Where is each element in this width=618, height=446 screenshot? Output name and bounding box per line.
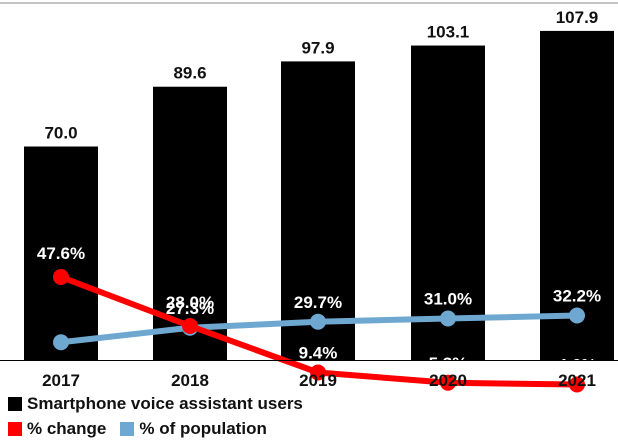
legend-row-bars: Smartphone voice assistant users: [8, 394, 303, 414]
x-tick-2020: 2020: [429, 371, 467, 390]
lines-group: 21.5% 27.3% 29.7% 31.0% 32.2% 47.6% 28.0% 9.4% 5…: [37, 244, 601, 393]
x-tick-2017: 2017: [42, 371, 80, 390]
x-tick-2018: 2018: [171, 371, 209, 390]
change-label-2018: 28.0%: [166, 293, 214, 312]
bars-group: 70.0 89.6 97.9 103.1 107.9: [24, 8, 614, 361]
x-tick-2019: 2019: [299, 371, 337, 390]
legend-swatch-population: [120, 422, 135, 436]
bar-2020: [411, 45, 485, 361]
change-label-2017: 47.6%: [37, 244, 85, 263]
population-point-2017: [53, 334, 69, 351]
legend-swatch-bars: [8, 397, 22, 411]
population-label-2021: 32.2%: [553, 287, 601, 306]
population-label-2020: 31.0%: [424, 290, 472, 309]
legend-swatch-change: [8, 422, 22, 436]
bar-value-label-2021: 107.9: [556, 8, 599, 27]
legend-label-bars: Smartphone voice assistant users: [27, 394, 303, 413]
legend-label-population: % of population: [139, 419, 267, 438]
legend-row-lines: % change % of population: [8, 419, 267, 439]
bar-2021: [540, 30, 614, 361]
bar-value-label-2017: 70.0: [44, 124, 77, 143]
change-point-2018: [182, 318, 198, 334]
change-label-2020: 5.3%: [429, 354, 468, 373]
change-point-2017: [53, 269, 69, 285]
population-point-2019: [310, 313, 326, 330]
population-point-2021: [569, 307, 585, 324]
change-point-2021: [569, 376, 585, 393]
x-tick-labels: 2017 2018 2019 2020 2021: [42, 371, 596, 390]
population-label-2018: 27.3%: [166, 299, 214, 318]
legend-label-change: % change: [27, 419, 107, 438]
x-tick-2021: 2021: [558, 371, 596, 390]
bar-2019: [281, 61, 355, 360]
change-label-2019: 9.4%: [299, 344, 338, 363]
population-point-2020: [440, 310, 456, 327]
bar-value-label-2018: 89.6: [173, 64, 206, 83]
population-label-2019: 29.7%: [294, 293, 342, 312]
population-label-2017: 21.5%: [37, 357, 85, 376]
bar-value-label-2020: 103.1: [427, 23, 470, 42]
bar-value-label-2019: 97.9: [301, 38, 334, 57]
change-point-2019: [310, 364, 326, 381]
change-point-2020: [440, 374, 456, 391]
bar-2017: [24, 146, 98, 360]
